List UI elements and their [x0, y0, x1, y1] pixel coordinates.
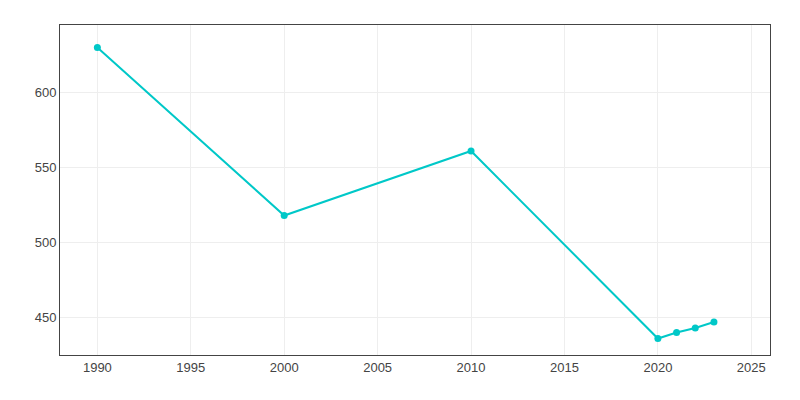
svg-text:1995: 1995: [176, 360, 205, 375]
svg-text:600: 600: [35, 85, 57, 100]
svg-text:550: 550: [35, 160, 57, 175]
svg-text:2015: 2015: [550, 360, 579, 375]
svg-text:1990: 1990: [83, 360, 112, 375]
svg-text:2010: 2010: [457, 360, 486, 375]
svg-text:2000: 2000: [270, 360, 299, 375]
svg-text:2025: 2025: [737, 360, 766, 375]
svg-text:450: 450: [35, 310, 57, 325]
svg-text:2020: 2020: [643, 360, 672, 375]
svg-text:2005: 2005: [363, 360, 392, 375]
svg-text:500: 500: [35, 235, 57, 250]
